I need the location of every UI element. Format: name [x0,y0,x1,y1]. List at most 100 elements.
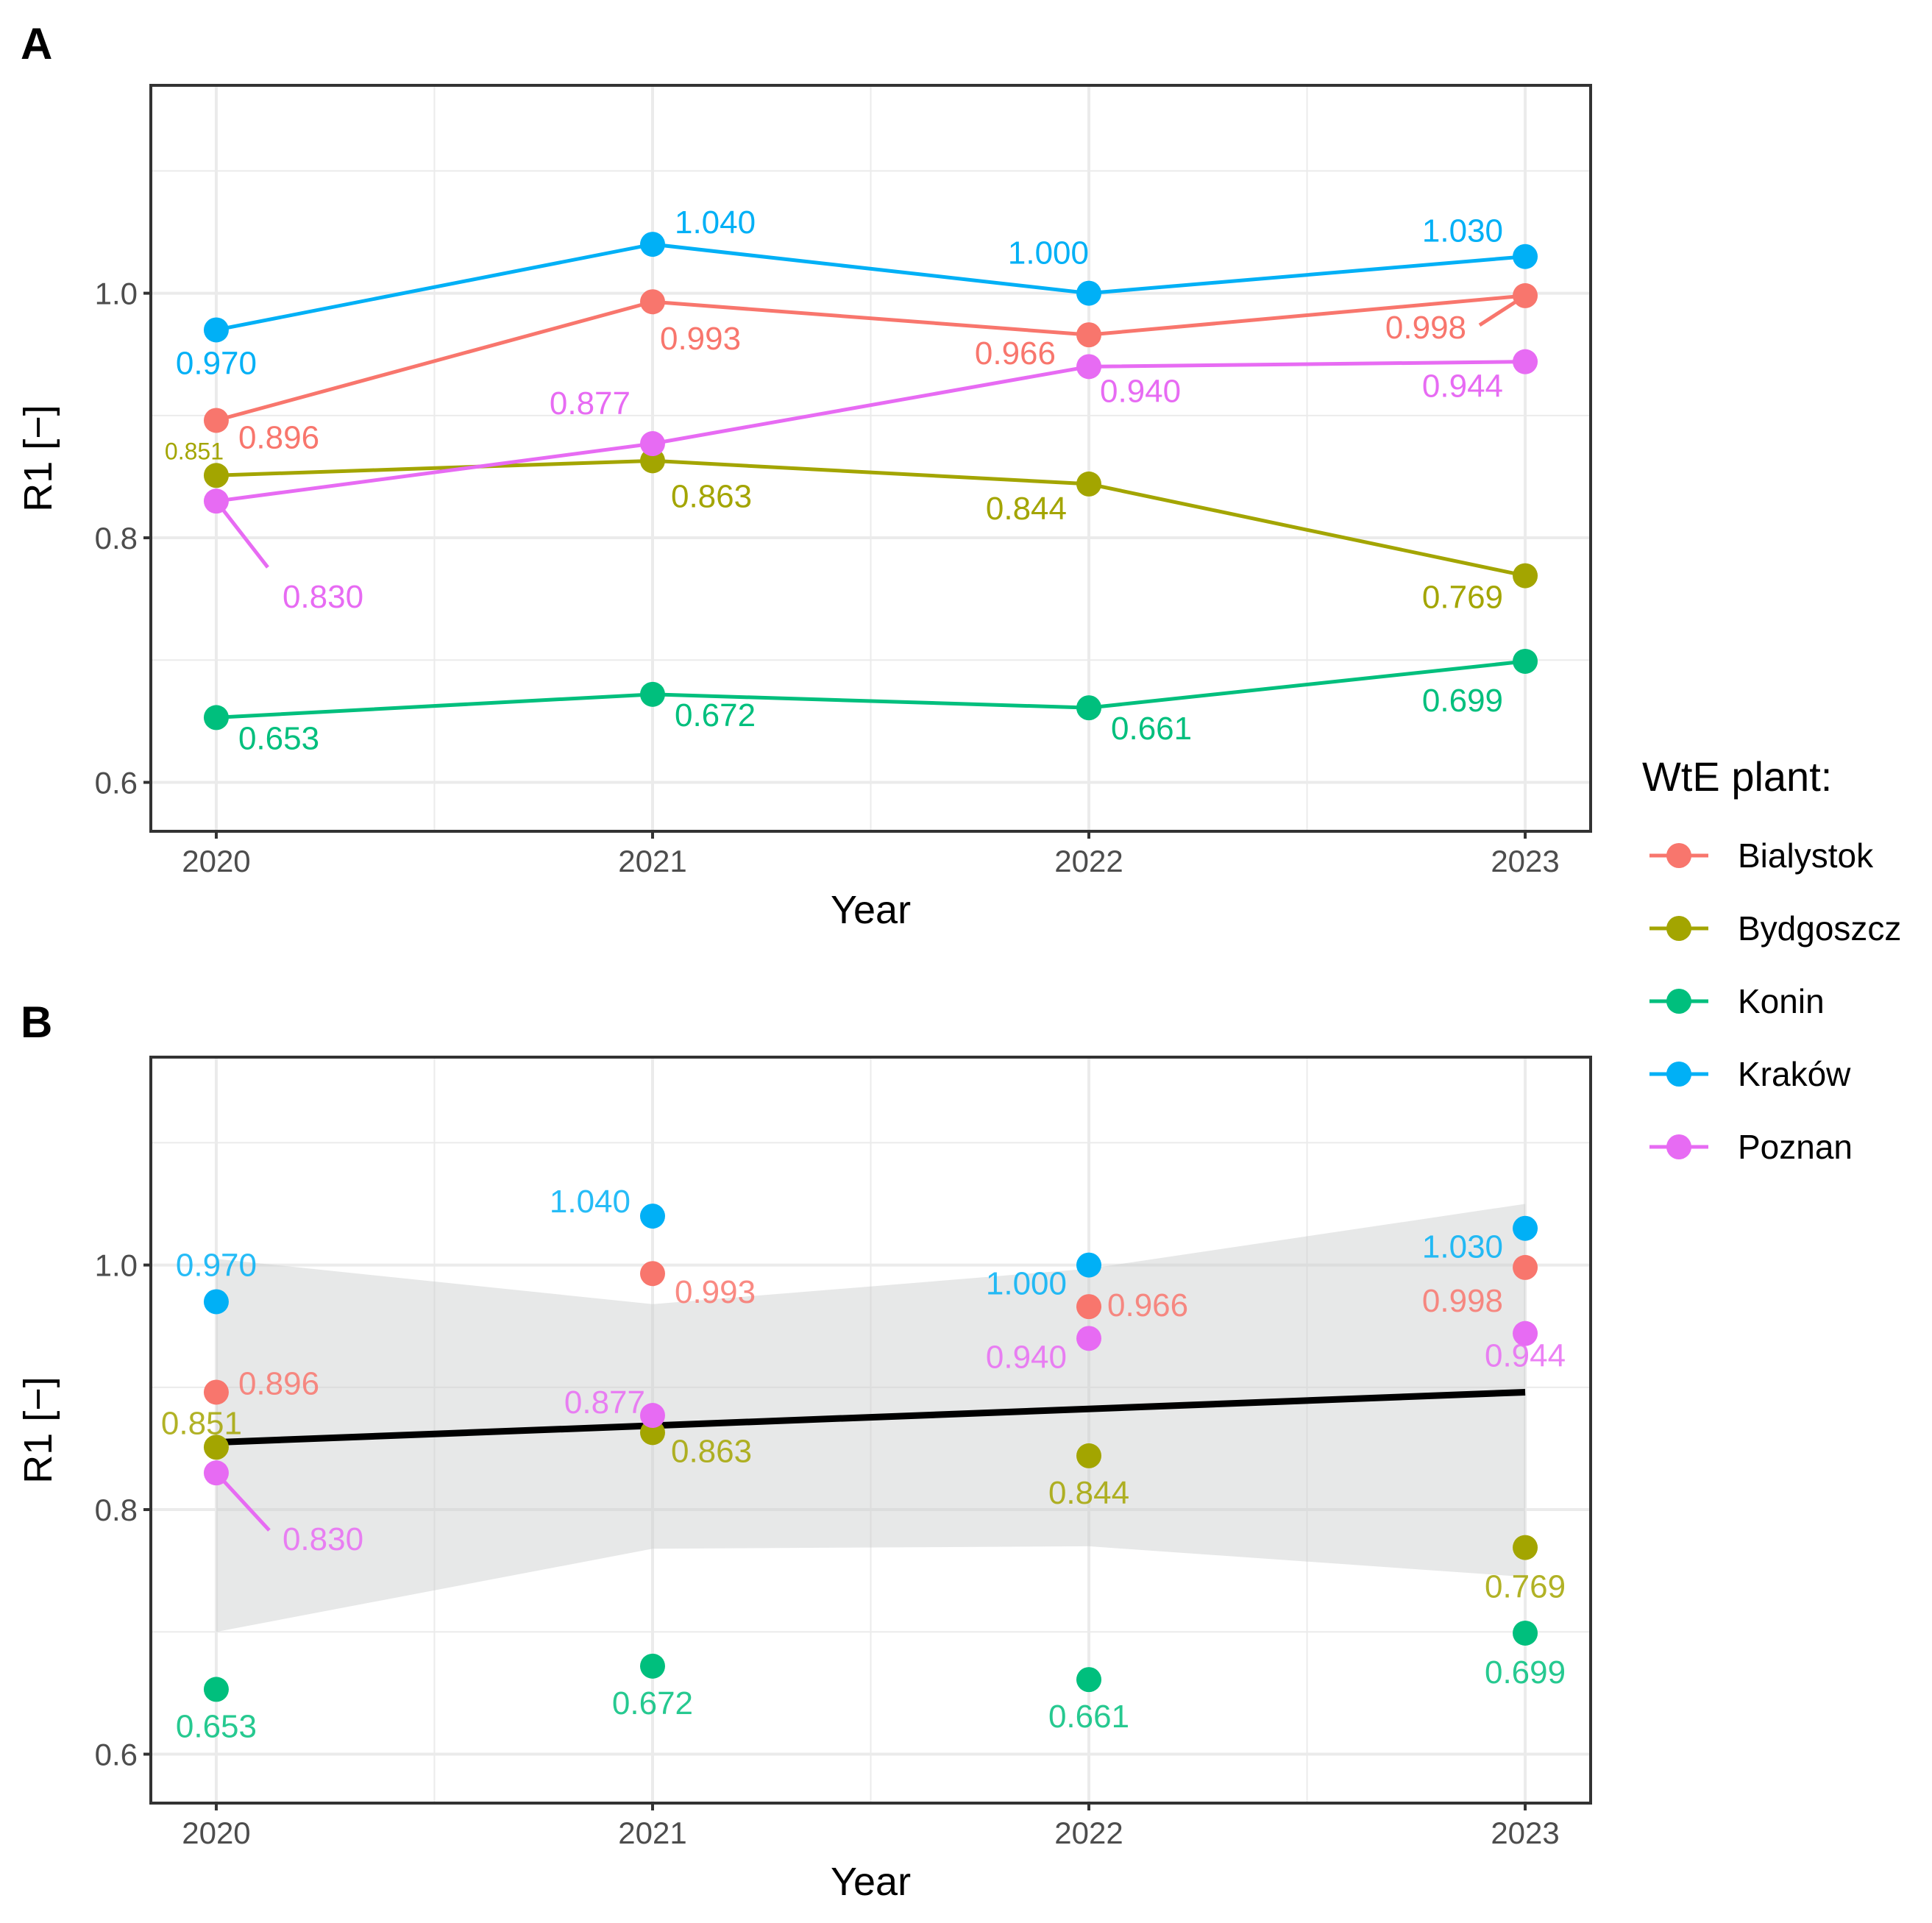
y-tick-label: 0.6 [95,766,138,800]
data-label: 0.877 [550,385,631,422]
data-label: 0.672 [612,1685,693,1721]
data-point-kraków [1076,280,1102,306]
panel-B: B 0.896 0.993 0.966 0.998 0.851 0.863 0.844 0.76… [16,998,1592,1904]
data-point-konin [1513,648,1538,674]
trend-line [216,1388,1526,1446]
x-tick-label: 2023 [1491,844,1559,878]
legend-key-point [1666,989,1691,1014]
legend-key-point [1666,916,1691,941]
data-point-konin [1513,1620,1538,1646]
label-connector [215,1471,271,1532]
data-point-kraków [1076,1252,1102,1278]
data-point-kraków [639,1204,665,1229]
legend-item-konin: Konin [1649,982,1825,1020]
legend-label: Konin [1738,982,1825,1020]
plot-border [149,84,1592,833]
data-point-konin [203,705,229,731]
legend-label: Bialystok [1738,836,1874,875]
data-label: 0.653 [238,720,319,756]
plot-border [149,1056,1592,1805]
data-point-poznan [639,1403,665,1429]
data-point-konin [203,1677,229,1702]
data-point-bydgoszcz [203,463,229,488]
x-axis-title: Year [831,888,911,932]
data-label: 0.896 [238,1365,319,1401]
y-axis-title: R1 [−] [16,405,60,512]
y-tick-label: 0.8 [95,521,138,555]
series-line-kraków [216,242,1526,332]
y-tick-label: 1.0 [95,1248,138,1283]
data-label: 0.993 [660,321,741,357]
data-point-kraków [203,1289,229,1315]
data-label: 0.944 [1422,369,1503,405]
data-label: 0.851 [161,1405,242,1441]
data-label: 0.699 [1485,1654,1566,1691]
data-label: 0.970 [176,1247,257,1283]
data-point-konin [639,681,665,707]
data-label: 0.944 [1485,1338,1566,1374]
y-tick-label: 0.6 [95,1738,138,1772]
data-label: 1.040 [675,205,756,241]
data-label: 0.769 [1422,580,1503,616]
y-tick-label: 0.8 [95,1493,138,1527]
data-point-kraków [1513,1215,1538,1241]
series-line-konin [216,659,1526,719]
x-tick-label: 2021 [618,844,686,878]
data-label: 1.030 [1422,1229,1503,1265]
panel-tag: B [21,998,52,1047]
x-tick-label: 2022 [1054,1816,1123,1850]
data-point-konin [639,1653,665,1679]
data-point-bialystok [1513,1254,1538,1280]
data-point-konin [1076,695,1102,721]
data-point-poznan [1513,1320,1538,1346]
data-label: 0.661 [1048,1699,1129,1735]
data-point-poznan [1076,1326,1102,1351]
panel-A: A 0.896 0.993 0.966 0.998 0.851 0.863 0.844 0.76… [16,19,1592,932]
legend-label: Bydgoszcz [1738,909,1901,948]
data-point-kraków [639,232,665,257]
data-point-bialystok [639,1261,665,1287]
data-point-bydgoszcz [203,1435,229,1460]
legend-item-bydgoszcz: Bydgoszcz [1649,909,1901,948]
data-label: 0.998 [1422,1283,1503,1319]
data-label: 0.661 [1111,711,1192,747]
series-line-poznan [216,360,1526,503]
data-label: 0.863 [671,478,752,514]
data-point-kraków [203,317,229,343]
data-point-bydgoszcz [1513,1535,1538,1560]
data-point-bydgoszcz [639,448,665,474]
data-label: 0.940 [986,1339,1067,1375]
legend-item-kraków: Kraków [1649,1055,1851,1093]
label-connector [214,500,269,569]
legend-key-point [1666,843,1691,868]
data-label: 0.966 [1107,1287,1188,1323]
data-label: 0.966 [975,335,1056,372]
legend-label: Kraków [1738,1055,1851,1093]
data-point-poznan [1513,349,1538,374]
y-axis-title: R1 [−] [16,1376,60,1484]
data-label: 0.877 [564,1385,645,1421]
data-label: 0.769 [1485,1569,1566,1605]
x-axis-title: Year [831,1860,911,1904]
legend-key-point [1666,1062,1691,1087]
data-point-bialystok [203,1379,229,1405]
x-tick-label: 2021 [618,1816,686,1850]
data-point-bydgoszcz [639,1420,665,1446]
data-point-bialystok [1076,322,1102,348]
data-point-bydgoszcz [1513,563,1538,589]
data-label: 0.672 [675,697,756,733]
data-point-bydgoszcz [1076,471,1102,497]
legend-item-bialystok: Bialystok [1649,836,1874,875]
data-point-bialystok [1513,282,1538,308]
data-label: 0.844 [986,491,1067,527]
legend-title: WtE plant: [1642,753,1832,800]
data-label: 1.030 [1422,213,1503,249]
data-label: 0.896 [238,419,319,455]
legend-key-point [1666,1134,1691,1159]
data-point-poznan [1076,354,1102,380]
data-label: 1.040 [550,1184,631,1220]
data-label: 0.940 [1100,373,1181,409]
data-point-poznan [203,1460,229,1486]
